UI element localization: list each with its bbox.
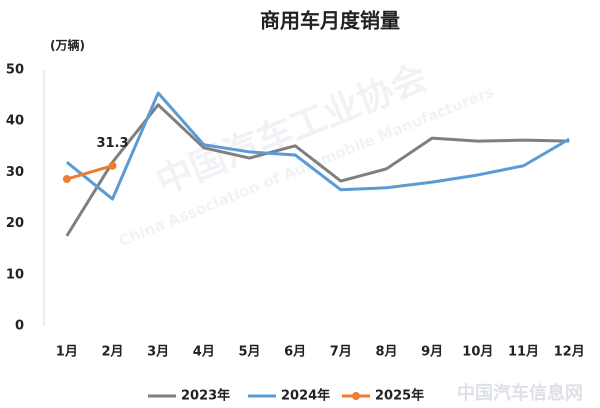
watermark: 中国汽车工业协会 China Association of Automobile… [116,57,497,250]
x-tick-label: 7月 [330,345,352,360]
y-axis-label: (万辆) [50,38,85,53]
point-marker [108,161,117,170]
data-label: 31.3 [96,136,128,151]
watermark-text: 中国汽车信息网 [457,382,583,404]
legend-label: 2024年 [281,388,330,404]
y-tick-label: 30 [6,165,24,180]
y-tick-label: 10 [6,267,24,282]
point-marker [62,175,71,184]
x-tick-label: 11月 [508,345,539,360]
x-tick-label: 12月 [554,345,585,360]
y-tick-label: 40 [6,114,24,129]
series-line [65,91,570,201]
x-tick-label: 6月 [284,345,306,360]
x-tick-label: 3月 [147,345,169,360]
x-tick-label: 10月 [462,345,493,360]
x-tick-label: 1月 [56,345,78,360]
chart-title: 商用车月度销量 [260,9,400,33]
y-tick-label: 0 [15,319,24,334]
x-tick-label: 2月 [101,345,123,360]
series-line [66,164,113,181]
y-tick-label: 50 [6,63,24,78]
legend-marker [352,392,360,400]
legend-label: 2025年 [375,388,424,404]
y-tick-label: 20 [6,216,24,231]
x-tick-label: 4月 [193,345,215,360]
legend-label: 2023年 [181,388,230,404]
x-tick-label: 8月 [375,345,397,360]
x-tick-label: 5月 [238,345,260,360]
x-tick-label: 9月 [421,345,443,360]
